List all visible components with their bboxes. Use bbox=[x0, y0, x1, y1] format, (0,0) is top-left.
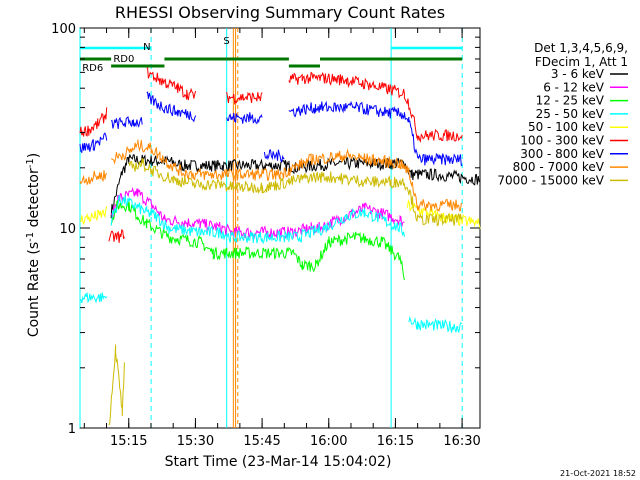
series-line-800-7000kev bbox=[110, 139, 463, 212]
date-stamp: 21-Oct-2021 18:52 bbox=[560, 469, 636, 478]
chart-title: RHESSI Observing Summary Count Rates bbox=[115, 3, 445, 22]
rd6-label: RD6 bbox=[82, 63, 103, 74]
rd0-label: RD0 bbox=[113, 54, 134, 65]
legend-header-line-2: FDecim 1, Att 1 bbox=[535, 55, 628, 69]
series-line-300-800kev bbox=[79, 132, 108, 154]
series-line-7000-15000kev bbox=[108, 344, 125, 426]
x-tick-label: 15:30 bbox=[177, 434, 214, 449]
y-axis-label-end: ) bbox=[26, 153, 42, 158]
y-axis-label-main: Count Rate (s bbox=[26, 242, 42, 337]
x-tick-label: 15:15 bbox=[110, 434, 147, 449]
legend-label-3-6kev: 3 - 6 keV bbox=[551, 67, 605, 81]
x-tick-label: 16:00 bbox=[310, 434, 347, 449]
series-line-100-300kev bbox=[226, 91, 263, 106]
series-line-25-50kev bbox=[79, 292, 108, 304]
series-line-300-800kev bbox=[146, 91, 197, 123]
legend-label-6-12kev: 6 - 12 keV bbox=[543, 80, 605, 94]
series-line-50-100kev bbox=[79, 206, 108, 226]
series-line-300-800kev bbox=[288, 100, 463, 167]
y-axis-label-sup-2: -1 bbox=[25, 158, 36, 168]
x-tick-label: 15:45 bbox=[243, 434, 280, 449]
y-axis-label-sup-1: -1 bbox=[25, 232, 36, 242]
y-axis-label-mid: detector bbox=[26, 168, 42, 232]
series-line-25-50kev bbox=[408, 315, 463, 333]
legend-label-100-300kev: 100 - 300 keV bbox=[520, 134, 604, 148]
y-tick-label: 1 bbox=[68, 422, 76, 437]
series-line-300-800kev bbox=[263, 149, 285, 163]
series-line-100-300kev bbox=[146, 67, 197, 101]
series-line-25-50kev bbox=[110, 195, 405, 245]
legend-label-800-7000kev: 800 - 7000 keV bbox=[513, 160, 605, 174]
series-line-12-25kev bbox=[110, 199, 405, 281]
legend: Det 1,3,4,5,6,9, FDecim 1, Att 1 3 - 6 k… bbox=[497, 41, 628, 187]
y-axis-label: Count Rate (s-1 detector-1) bbox=[25, 153, 43, 337]
x-tick-label: 16:30 bbox=[443, 434, 480, 449]
series-line-300-800kev bbox=[110, 116, 143, 129]
legend-header-line-1: Det 1,3,4,5,6,9, bbox=[534, 41, 628, 55]
series-line-7000-15000kev bbox=[128, 158, 463, 227]
night-label: N bbox=[143, 42, 150, 53]
legend-label-300-800kev: 300 - 800 keV bbox=[520, 147, 604, 161]
series-line-100-300kev bbox=[288, 71, 463, 143]
y-tick-label: 10 bbox=[59, 222, 76, 237]
axis-ticks: 15:15 15:30 15:45 16:00 16:15 16:30 100 10 1 bbox=[51, 22, 481, 449]
plot-frame bbox=[79, 27, 481, 429]
y-tick-label: 100 bbox=[51, 22, 76, 37]
legend-label-7000-15000kev: 7000 - 15000 keV bbox=[497, 173, 604, 187]
saa-s-label: S bbox=[223, 36, 229, 47]
series-line-100-300kev bbox=[108, 228, 125, 243]
x-tick-label: 16:15 bbox=[377, 434, 414, 449]
legend-label-25-50kev: 25 - 50 keV bbox=[536, 107, 605, 121]
series-line-800-7000kev bbox=[79, 170, 108, 186]
plot-marks: N S RD0 RD6 bbox=[79, 28, 481, 428]
legend-label-12-25kev: 12 - 25 keV bbox=[536, 94, 605, 108]
legend-label-50-100kev: 50 - 100 keV bbox=[528, 120, 605, 134]
x-axis-label: Start Time (23-Mar-14 15:04:02) bbox=[165, 454, 392, 470]
series-line-300-800kev bbox=[226, 112, 263, 125]
series-line-100-300kev bbox=[79, 107, 108, 137]
